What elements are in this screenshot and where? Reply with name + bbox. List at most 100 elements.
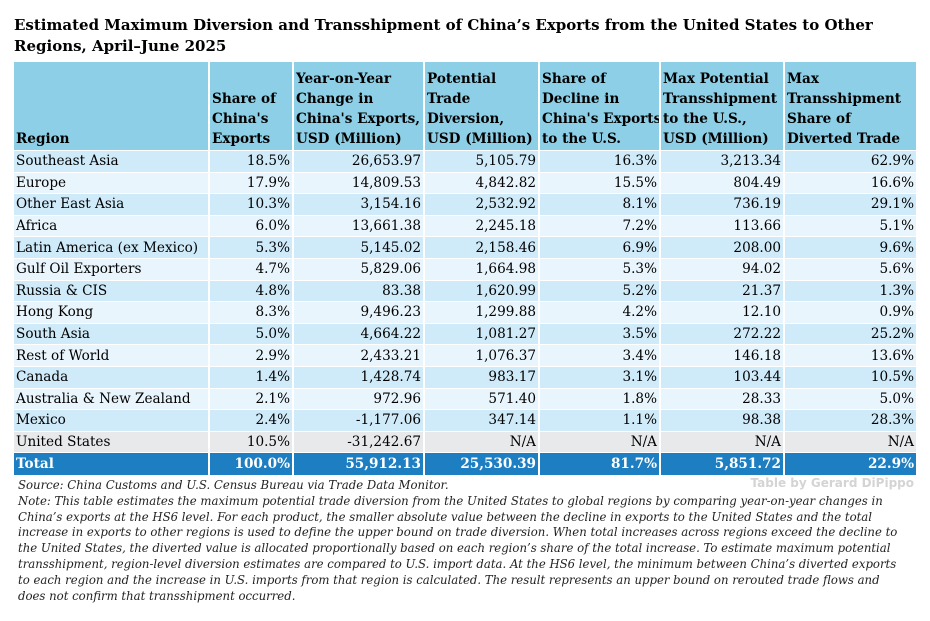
value-cell: 2,532.92 <box>425 193 540 215</box>
value-cell: 2,433.21 <box>294 344 425 366</box>
value-cell: 10.5% <box>210 430 294 453</box>
table-row: Australia & New Zealand 2.1% 972.96 571.40 1… <box>14 387 916 410</box>
table-row: Europe 17.9% 14,809.53 4,842.82 15.5% 804.49 1… <box>14 171 916 194</box>
value-cell: 1,076.37 <box>425 344 540 366</box>
source-note: Source: China Customs and U.S. Census Bu… <box>18 478 449 492</box>
value-cell: 5.1% <box>785 214 916 237</box>
value-cell: -1,177.06 <box>294 409 425 431</box>
value-cell: 2,158.46 <box>425 236 540 258</box>
value-cell: 983.17 <box>425 365 540 388</box>
value-cell: 4,664.22 <box>294 322 425 345</box>
total-label: Total <box>14 452 210 476</box>
region-cell: Hong Kong <box>14 301 210 323</box>
value-cell: 2,245.18 <box>425 214 540 237</box>
region-cell: Canada <box>14 365 210 388</box>
value-cell: 15.5% <box>540 171 661 194</box>
credit-watermark: Table by Gerard DiPippo <box>750 476 914 490</box>
value-cell: 2.1% <box>210 387 294 410</box>
data-table: Region Share of China's Exports Year-on-Year… <box>14 62 916 476</box>
table-row: Latin America (ex Mexico) 5.3% 5,145.02 2,1… <box>14 236 916 258</box>
region-cell: South Asia <box>14 322 210 345</box>
value-cell: 9,496.23 <box>294 301 425 323</box>
table-row: Canada 1.4% 1,428.74 983.17 3.1% 103.44 10.5% <box>14 365 916 388</box>
region-cell: Southeast Asia <box>14 150 210 172</box>
region-cell: Other East Asia <box>14 193 210 215</box>
value-cell: 28.3% <box>785 409 916 431</box>
value-cell: 18.5% <box>210 150 294 172</box>
value-cell: 103.44 <box>661 365 785 388</box>
value-cell: 26,653.97 <box>294 150 425 172</box>
value-cell: 1,664.98 <box>425 257 540 280</box>
value-cell: N/A <box>785 430 916 453</box>
value-cell: 5,145.02 <box>294 236 425 258</box>
value-cell: 16.3% <box>540 150 661 172</box>
value-cell: 1.8% <box>540 387 661 410</box>
value-cell: 17.9% <box>210 171 294 194</box>
value-cell: 3.5% <box>540 322 661 345</box>
value-cell: N/A <box>540 430 661 453</box>
value-cell: 98.38 <box>661 409 785 431</box>
method-note: Note: This table estimates the maximum p… <box>18 493 898 603</box>
value-cell: 2.4% <box>210 409 294 431</box>
value-cell: 5.0% <box>785 387 916 410</box>
value-cell: 4.7% <box>210 257 294 280</box>
header-max-transshipment: Max Potential Transshipment to the U.S., US… <box>661 62 785 150</box>
value-cell: 3,213.34 <box>661 150 785 172</box>
value-cell: 5.3% <box>540 257 661 280</box>
value-cell: 5.0% <box>210 322 294 345</box>
value-cell: 272.22 <box>661 322 785 345</box>
value-cell: 6.0% <box>210 214 294 237</box>
value-cell: 7.2% <box>540 214 661 237</box>
table-row: Gulf Oil Exporters 4.7% 5,829.06 1,664.98 5.… <box>14 257 916 280</box>
header-yoy-change: Year-on-Year Change in China's Exports, USD… <box>294 62 425 150</box>
value-cell: 16.6% <box>785 171 916 194</box>
region-cell: Africa <box>14 214 210 237</box>
value-cell: 1.3% <box>785 279 916 302</box>
value-cell: 1,081.27 <box>425 322 540 345</box>
value-cell: 804.49 <box>661 171 785 194</box>
value-cell: 5,829.06 <box>294 257 425 280</box>
header-potential-diversion: Potential Trade Diversion, USD (Million) <box>425 62 540 150</box>
value-cell: 1,428.74 <box>294 365 425 388</box>
value-cell: 3.1% <box>540 365 661 388</box>
value-cell: 5.3% <box>210 236 294 258</box>
value-cell: N/A <box>661 430 785 453</box>
header-share-exports: Share of China's Exports <box>210 62 294 150</box>
total-value: 22.9% <box>785 452 916 476</box>
value-cell: 10.3% <box>210 193 294 215</box>
table-row: Mexico 2.4% -1,177.06 347.14 1.1% 98.38 28.3% <box>14 409 916 431</box>
footnotes: Source: China Customs and U.S. Census Bu… <box>18 478 898 604</box>
value-cell: -31,242.67 <box>294 430 425 453</box>
value-cell: 1,620.99 <box>425 279 540 302</box>
region-cell: Latin America (ex Mexico) <box>14 236 210 258</box>
table-row: Rest of World 2.9% 2,433.21 1,076.37 3.4% 146… <box>14 344 916 366</box>
value-cell: 5.2% <box>540 279 661 302</box>
value-cell: 1.4% <box>210 365 294 388</box>
header-share-decline: Share of Decline in China's Exports to the … <box>540 62 661 150</box>
table-row: South Asia 5.0% 4,664.22 1,081.27 3.5% 272.22… <box>14 322 916 345</box>
value-cell: 8.3% <box>210 301 294 323</box>
value-cell: 62.9% <box>785 150 916 172</box>
value-cell: 14,809.53 <box>294 171 425 194</box>
region-cell: United States <box>14 430 210 453</box>
value-cell: 736.19 <box>661 193 785 215</box>
value-cell: 571.40 <box>425 387 540 410</box>
value-cell: 83.38 <box>294 279 425 302</box>
value-cell: 4.2% <box>540 301 661 323</box>
header-region: Region <box>14 62 210 150</box>
value-cell: 6.9% <box>540 236 661 258</box>
value-cell: 5.6% <box>785 257 916 280</box>
total-value: 5,851.72 <box>661 452 785 476</box>
table-row: Southeast Asia 18.5% 26,653.97 5,105.79 16.3… <box>14 150 916 172</box>
value-cell: 21.37 <box>661 279 785 302</box>
table-title: Estimated Maximum Diversion and Transshi… <box>14 16 873 55</box>
region-cell: Europe <box>14 171 210 194</box>
region-cell: Gulf Oil Exporters <box>14 257 210 280</box>
value-cell: 2.9% <box>210 344 294 366</box>
value-cell: 146.18 <box>661 344 785 366</box>
value-cell: 3,154.16 <box>294 193 425 215</box>
value-cell: 29.1% <box>785 193 916 215</box>
value-cell: 3.4% <box>540 344 661 366</box>
value-cell: 1,299.88 <box>425 301 540 323</box>
value-cell: 13.6% <box>785 344 916 366</box>
